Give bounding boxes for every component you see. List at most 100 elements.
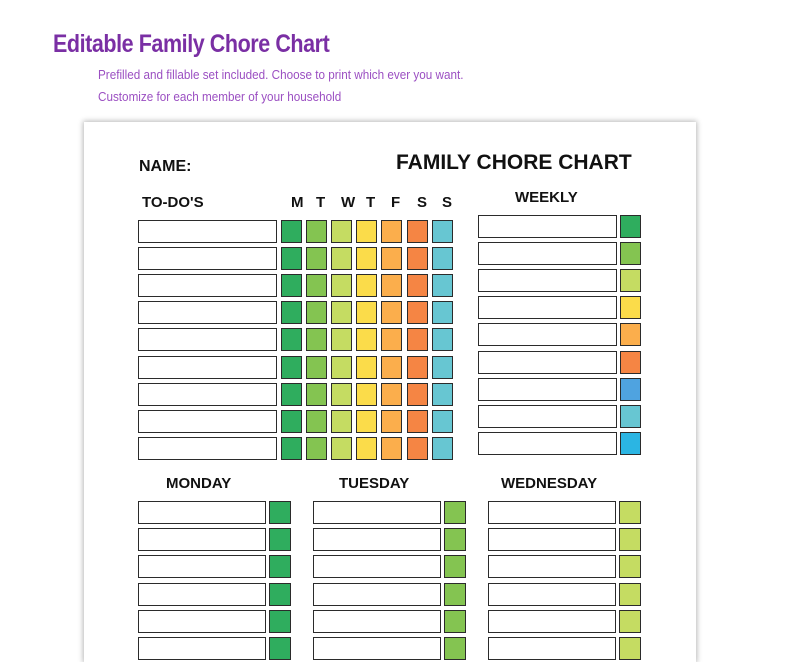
day-check-square[interactable] <box>381 247 402 271</box>
day-chore-check-square[interactable] <box>619 609 641 633</box>
day-check-square[interactable] <box>281 328 302 352</box>
day-chore-input[interactable] <box>313 582 441 606</box>
weekly-check-square[interactable] <box>620 296 641 320</box>
weekly-input[interactable] <box>478 242 617 266</box>
day-chore-input[interactable] <box>313 637 441 660</box>
day-check-square[interactable] <box>281 409 302 433</box>
todo-input[interactable] <box>138 220 277 243</box>
todo-input[interactable] <box>138 409 277 433</box>
day-check-square[interactable] <box>331 220 352 243</box>
day-check-square[interactable] <box>306 382 327 406</box>
day-check-square[interactable] <box>381 220 402 243</box>
day-chore-input[interactable] <box>488 609 616 633</box>
day-check-square[interactable] <box>407 382 428 406</box>
day-check-square[interactable] <box>432 355 453 379</box>
weekly-input[interactable] <box>478 377 617 401</box>
day-chore-check-square[interactable] <box>444 609 466 633</box>
todo-input[interactable] <box>138 436 277 460</box>
day-check-square[interactable] <box>381 274 402 298</box>
todo-input[interactable] <box>138 301 277 325</box>
day-chore-check-square[interactable] <box>269 528 291 552</box>
weekly-check-square[interactable] <box>620 323 641 347</box>
weekly-check-square[interactable] <box>620 404 641 428</box>
weekly-input[interactable] <box>478 215 617 238</box>
day-check-square[interactable] <box>381 301 402 325</box>
day-chore-check-square[interactable] <box>619 582 641 606</box>
day-chore-check-square[interactable] <box>619 555 641 579</box>
day-check-square[interactable] <box>381 436 402 460</box>
day-chore-input[interactable] <box>138 555 266 579</box>
day-check-square[interactable] <box>432 220 453 243</box>
day-check-square[interactable] <box>432 247 453 271</box>
day-check-square[interactable] <box>407 247 428 271</box>
day-check-square[interactable] <box>356 382 377 406</box>
day-check-square[interactable] <box>381 409 402 433</box>
day-check-square[interactable] <box>407 328 428 352</box>
day-check-square[interactable] <box>381 382 402 406</box>
day-check-square[interactable] <box>432 301 453 325</box>
day-check-square[interactable] <box>407 355 428 379</box>
weekly-check-square[interactable] <box>620 377 641 401</box>
day-check-square[interactable] <box>281 220 302 243</box>
day-chore-check-square[interactable] <box>444 501 466 524</box>
day-chore-input[interactable] <box>488 582 616 606</box>
day-chore-input[interactable] <box>138 637 266 660</box>
day-chore-input[interactable] <box>488 637 616 660</box>
day-check-square[interactable] <box>407 220 428 243</box>
day-chore-check-square[interactable] <box>444 582 466 606</box>
day-check-square[interactable] <box>331 274 352 298</box>
weekly-input[interactable] <box>478 350 617 374</box>
day-check-square[interactable] <box>331 328 352 352</box>
todo-input[interactable] <box>138 274 277 298</box>
day-check-square[interactable] <box>281 274 302 298</box>
weekly-input[interactable] <box>478 269 617 293</box>
day-check-square[interactable] <box>356 409 377 433</box>
day-chore-check-square[interactable] <box>269 637 291 660</box>
todo-input[interactable] <box>138 382 277 406</box>
weekly-input[interactable] <box>478 431 617 455</box>
day-chore-input[interactable] <box>138 501 266 524</box>
day-chore-check-square[interactable] <box>619 501 641 524</box>
day-chore-input[interactable] <box>488 501 616 524</box>
day-check-square[interactable] <box>306 274 327 298</box>
day-check-square[interactable] <box>331 247 352 271</box>
day-check-square[interactable] <box>407 436 428 460</box>
day-chore-check-square[interactable] <box>444 637 466 660</box>
day-check-square[interactable] <box>281 301 302 325</box>
day-check-square[interactable] <box>407 274 428 298</box>
todo-input[interactable] <box>138 355 277 379</box>
day-check-square[interactable] <box>356 436 377 460</box>
todo-input[interactable] <box>138 328 277 352</box>
weekly-check-square[interactable] <box>620 269 641 293</box>
day-chore-check-square[interactable] <box>269 555 291 579</box>
day-check-square[interactable] <box>331 382 352 406</box>
day-check-square[interactable] <box>356 274 377 298</box>
weekly-check-square[interactable] <box>620 215 641 238</box>
day-check-square[interactable] <box>306 328 327 352</box>
day-check-square[interactable] <box>306 247 327 271</box>
weekly-input[interactable] <box>478 404 617 428</box>
day-check-square[interactable] <box>432 382 453 406</box>
day-chore-input[interactable] <box>138 609 266 633</box>
todo-input[interactable] <box>138 247 277 271</box>
weekly-input[interactable] <box>478 296 617 320</box>
day-chore-check-square[interactable] <box>619 528 641 552</box>
day-chore-input[interactable] <box>313 501 441 524</box>
day-chore-input[interactable] <box>138 528 266 552</box>
day-check-square[interactable] <box>432 328 453 352</box>
weekly-input[interactable] <box>478 323 617 347</box>
day-check-square[interactable] <box>306 355 327 379</box>
day-chore-input[interactable] <box>313 609 441 633</box>
day-chore-input[interactable] <box>313 555 441 579</box>
day-check-square[interactable] <box>356 247 377 271</box>
day-check-square[interactable] <box>306 301 327 325</box>
day-check-square[interactable] <box>331 436 352 460</box>
day-check-square[interactable] <box>432 436 453 460</box>
day-check-square[interactable] <box>281 382 302 406</box>
day-check-square[interactable] <box>306 220 327 243</box>
day-chore-input[interactable] <box>488 555 616 579</box>
day-chore-input[interactable] <box>138 582 266 606</box>
weekly-check-square[interactable] <box>620 431 641 455</box>
day-check-square[interactable] <box>331 355 352 379</box>
day-check-square[interactable] <box>281 436 302 460</box>
